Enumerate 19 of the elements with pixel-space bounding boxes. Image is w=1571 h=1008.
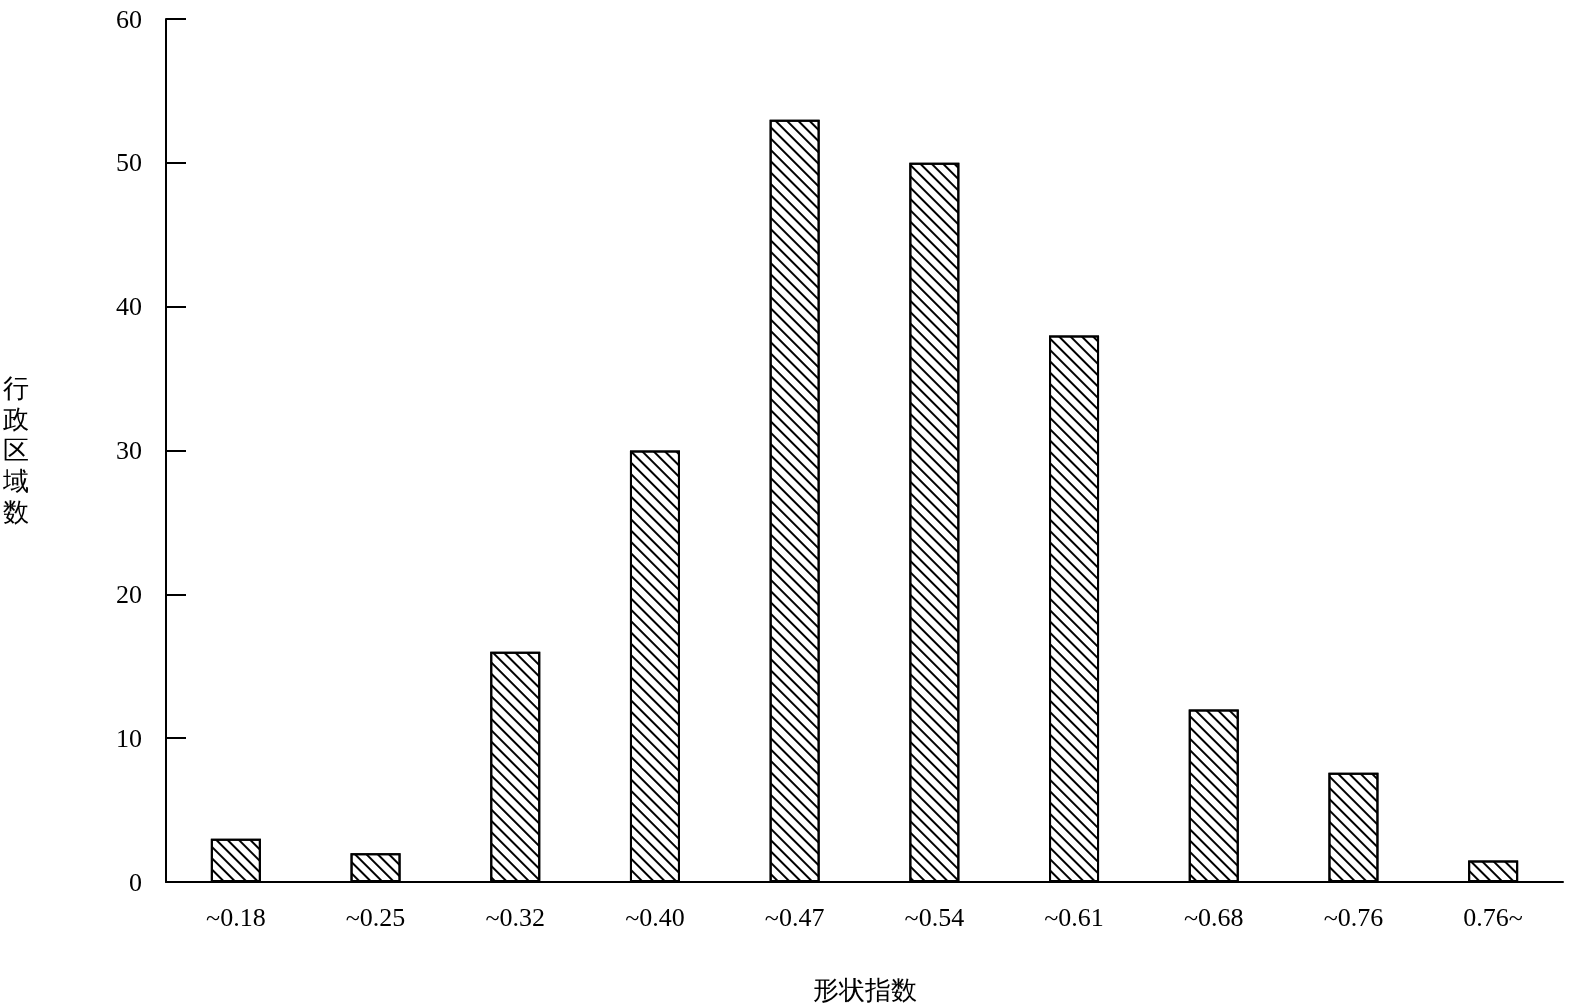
y-tick-label: 60 — [116, 4, 142, 34]
y-tick-label: 0 — [129, 867, 142, 897]
x-tick-label: ~0.25 — [345, 902, 406, 932]
x-tick-label: ~0.32 — [485, 902, 546, 932]
y-tick-label: 10 — [116, 723, 142, 753]
y-tick-label: 30 — [116, 436, 142, 465]
x-tick-label: 0.76~ — [1463, 902, 1523, 932]
y-tick-label: 40 — [116, 292, 142, 322]
y-tick-label: 50 — [116, 148, 142, 178]
y-tick-label: 20 — [116, 579, 142, 609]
x-tick-label: ~0.18 — [206, 902, 266, 932]
x-axis-title: 形状指数 — [812, 975, 917, 1005]
x-tick-label: ~0.40 — [625, 902, 685, 932]
x-tick-label: ~0.76 — [1323, 902, 1384, 932]
x-tick-label: ~0.61 — [1044, 902, 1104, 932]
y-axis-title: 行政区域数 — [2, 374, 29, 527]
x-tick-label: ~0.47 — [764, 902, 825, 932]
x-tick-label: ~0.68 — [1183, 902, 1244, 932]
x-tick-label: ~0.54 — [904, 902, 965, 932]
